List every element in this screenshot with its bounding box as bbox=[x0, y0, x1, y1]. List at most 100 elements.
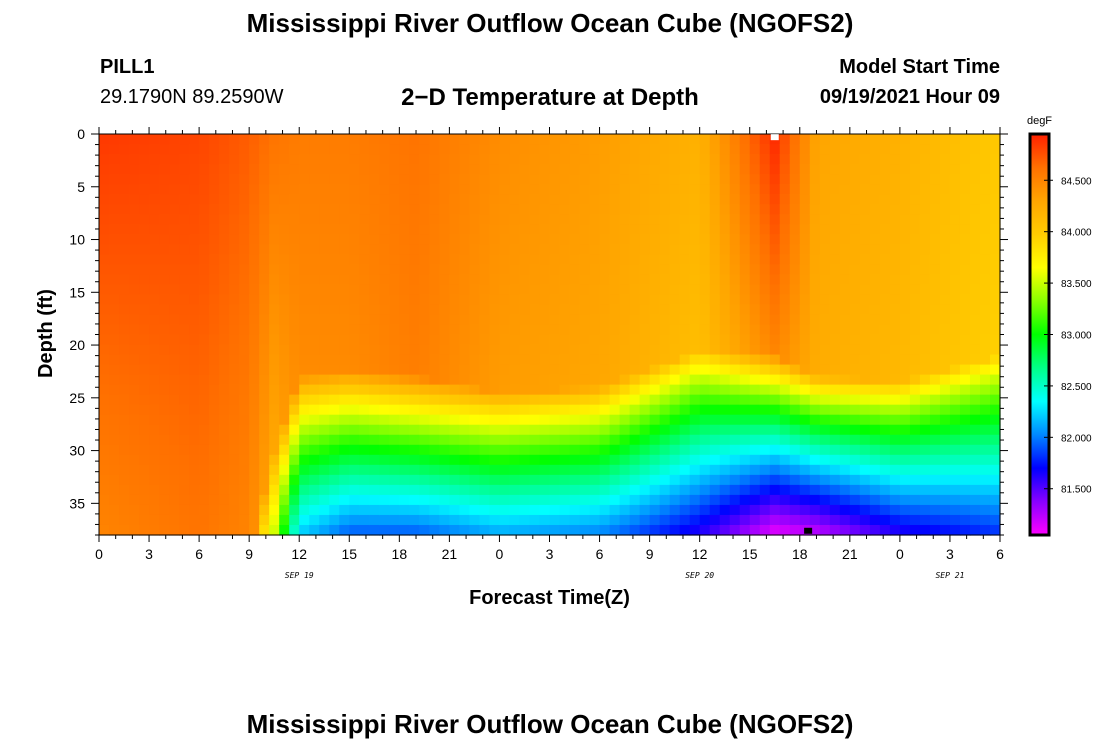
heatmap-cell bbox=[719, 134, 731, 145]
heatmap-cell bbox=[499, 474, 511, 486]
heatmap-cell bbox=[969, 364, 981, 376]
heatmap-cell bbox=[659, 434, 671, 446]
heatmap-cell bbox=[859, 154, 871, 165]
heatmap-cell bbox=[319, 394, 330, 406]
heatmap-cell bbox=[789, 204, 801, 215]
heatmap-cell bbox=[859, 324, 871, 336]
heatmap-cell bbox=[499, 224, 511, 235]
heatmap-cell bbox=[879, 404, 891, 416]
heatmap-cell bbox=[509, 414, 521, 426]
heatmap-cell bbox=[719, 254, 731, 265]
heatmap-cell bbox=[829, 244, 841, 255]
heatmap-cell bbox=[319, 424, 330, 436]
heatmap-cell bbox=[799, 464, 811, 476]
heatmap-cell bbox=[409, 484, 420, 496]
heatmap-cell bbox=[239, 174, 250, 185]
heatmap-cell bbox=[669, 454, 681, 466]
heatmap-cell bbox=[679, 424, 691, 436]
heatmap-cell bbox=[979, 424, 991, 436]
heatmap-cell bbox=[319, 404, 330, 416]
heatmap-cell bbox=[729, 454, 741, 466]
heatmap-cell bbox=[209, 174, 220, 185]
heatmap-cell bbox=[889, 504, 901, 516]
heatmap-cell bbox=[729, 204, 741, 215]
heatmap-cell bbox=[119, 324, 130, 336]
heatmap-cell bbox=[559, 404, 571, 416]
heatmap-cell bbox=[139, 374, 150, 386]
heatmap-cell bbox=[959, 514, 971, 526]
heatmap-cell bbox=[979, 194, 991, 205]
heatmap-cell bbox=[979, 474, 991, 486]
heatmap-cell bbox=[269, 184, 280, 195]
heatmap-cell bbox=[659, 134, 671, 145]
heatmap-cell bbox=[469, 464, 481, 476]
heatmap-cell bbox=[929, 424, 941, 436]
heatmap-cell bbox=[619, 304, 631, 316]
heatmap-cell bbox=[509, 424, 521, 436]
heatmap-cell bbox=[399, 394, 410, 406]
heatmap-cell bbox=[549, 474, 561, 486]
heatmap-cell bbox=[569, 304, 581, 316]
heatmap-cell bbox=[849, 454, 861, 466]
heatmap-cell bbox=[859, 434, 871, 446]
heatmap-cell bbox=[579, 244, 591, 255]
heatmap-cell bbox=[979, 384, 991, 396]
heatmap-cell bbox=[879, 424, 891, 436]
colorbar-tick-label: 82.500 bbox=[1061, 382, 1092, 393]
heatmap-cell bbox=[529, 404, 541, 416]
heatmap-cell bbox=[679, 454, 691, 466]
heatmap-cell bbox=[439, 194, 450, 205]
heatmap-cell bbox=[829, 464, 841, 476]
heatmap-cell bbox=[429, 264, 440, 275]
heatmap-cell bbox=[869, 414, 881, 426]
heatmap-cell bbox=[539, 424, 551, 436]
heatmap-cell bbox=[429, 414, 440, 426]
heatmap-cell bbox=[739, 444, 751, 456]
heatmap-cell bbox=[649, 194, 661, 205]
heatmap-cell bbox=[569, 434, 581, 446]
heatmap-cell bbox=[239, 434, 250, 446]
heatmap-cell bbox=[579, 374, 591, 386]
heatmap-cell bbox=[739, 154, 751, 165]
heatmap-cell bbox=[539, 134, 551, 145]
heatmap-cell bbox=[399, 414, 410, 426]
heatmap-cell bbox=[519, 184, 531, 195]
heatmap-cell bbox=[729, 494, 741, 506]
heatmap-cell bbox=[269, 384, 280, 396]
heatmap-cell bbox=[629, 314, 641, 326]
heatmap-cell bbox=[729, 464, 741, 476]
heatmap-cell bbox=[739, 344, 751, 356]
heatmap-cell bbox=[869, 424, 881, 436]
heatmap-cell bbox=[359, 244, 370, 255]
heatmap-cell bbox=[669, 444, 681, 456]
heatmap-cell bbox=[439, 144, 450, 155]
heatmap-cell bbox=[599, 254, 611, 265]
heatmap-cell bbox=[979, 134, 991, 145]
heatmap-cell bbox=[459, 174, 471, 185]
heatmap-cell bbox=[959, 364, 971, 376]
heatmap-cell bbox=[529, 244, 541, 255]
heatmap-cell bbox=[909, 374, 921, 386]
heatmap-cell bbox=[519, 434, 531, 446]
heatmap-cell bbox=[919, 474, 931, 486]
heatmap-cell bbox=[239, 244, 250, 255]
heatmap-cell bbox=[399, 164, 410, 175]
heatmap-cell bbox=[889, 144, 901, 155]
heatmap-cell bbox=[839, 404, 851, 416]
heatmap-cell bbox=[229, 494, 240, 506]
heatmap-cell bbox=[239, 324, 250, 336]
heatmap-cell bbox=[359, 294, 370, 306]
heatmap-cell bbox=[689, 374, 701, 386]
heatmap-cell bbox=[529, 394, 541, 406]
heatmap-cell bbox=[949, 474, 961, 486]
heatmap-cell bbox=[659, 144, 671, 155]
heatmap-cell bbox=[349, 344, 360, 356]
heatmap-cell bbox=[569, 384, 581, 396]
heatmap-cell bbox=[359, 354, 370, 366]
heatmap-cell bbox=[149, 134, 160, 145]
heatmap-cell bbox=[119, 394, 130, 406]
heatmap-cell bbox=[699, 424, 711, 436]
heatmap-cell bbox=[849, 324, 861, 336]
heatmap-cell bbox=[129, 234, 140, 245]
heatmap-cell bbox=[359, 404, 370, 416]
